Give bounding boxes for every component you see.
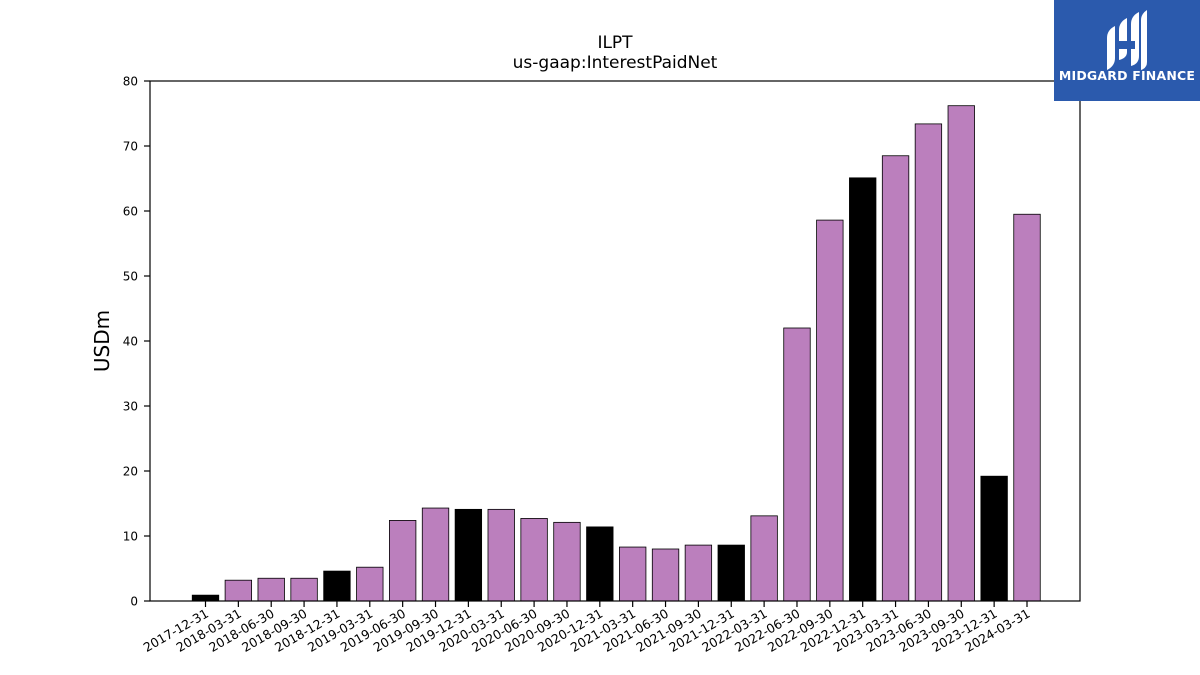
bar-2022-12-31 <box>849 177 877 602</box>
bar-2022-09-30 <box>816 219 844 602</box>
bar-2019-06-30 <box>389 520 417 602</box>
bar-2018-12-31 <box>323 570 351 602</box>
bar-2019-03-31 <box>356 566 384 602</box>
y-tick-label: 70 <box>123 140 138 154</box>
y-tick-label: 60 <box>123 205 138 219</box>
y-tick-label: 10 <box>123 530 138 544</box>
chart-title: ILPT <box>597 33 633 53</box>
bar-2018-09-30 <box>290 577 318 602</box>
brand-name: MIDGARD FINANCE <box>1058 68 1196 83</box>
y-axis-label: USDm <box>90 310 114 372</box>
bar-2020-09-30 <box>553 521 581 602</box>
bar-2021-06-30 <box>651 548 680 602</box>
chart-subtitle: us-gaap:InterestPaidNet <box>513 53 718 73</box>
midgard-logo-icon <box>1107 10 1147 70</box>
y-tick-label: 80 <box>123 75 138 89</box>
y-tick-label: 0 <box>130 595 138 609</box>
bar-2021-03-31 <box>619 546 647 602</box>
y-tick-label: 40 <box>123 335 138 349</box>
y-tick-label: 20 <box>123 465 138 479</box>
bar-2020-03-31 <box>487 508 515 602</box>
bar-2023-03-31 <box>881 155 910 602</box>
bar-2018-06-30 <box>257 577 285 602</box>
bar-2023-06-30 <box>914 123 943 602</box>
brand-logo: MIDGARD FINANCE <box>1054 0 1200 101</box>
bar-2021-12-31 <box>717 544 745 602</box>
bar-2021-09-30 <box>684 544 713 602</box>
x-ticks-layer: 2017-12-312018-03-312018-06-302018-09-30… <box>141 601 1033 655</box>
bar-2019-09-30 <box>421 507 450 602</box>
bar-2020-06-30 <box>520 518 548 602</box>
y-tick-label: 30 <box>123 400 138 414</box>
bar-2019-12-31 <box>454 508 483 602</box>
bar-2024-03-31 <box>1013 213 1041 602</box>
bar-2017-12-31 <box>191 594 220 602</box>
bar-2023-09-30 <box>947 105 975 602</box>
bar-2022-06-30 <box>783 327 811 602</box>
bars-layer <box>191 105 1041 602</box>
plot-frame <box>149 80 1081 602</box>
y-tick-label: 50 <box>123 270 138 284</box>
y-ticks-layer: 0 10 20 30 40 50 60 70 80 <box>123 75 150 609</box>
bar-2023-12-31 <box>980 475 1008 602</box>
bar-2020-12-31 <box>586 526 614 602</box>
bar-2018-03-31 <box>224 579 253 602</box>
bar-2022-03-31 <box>750 515 778 602</box>
